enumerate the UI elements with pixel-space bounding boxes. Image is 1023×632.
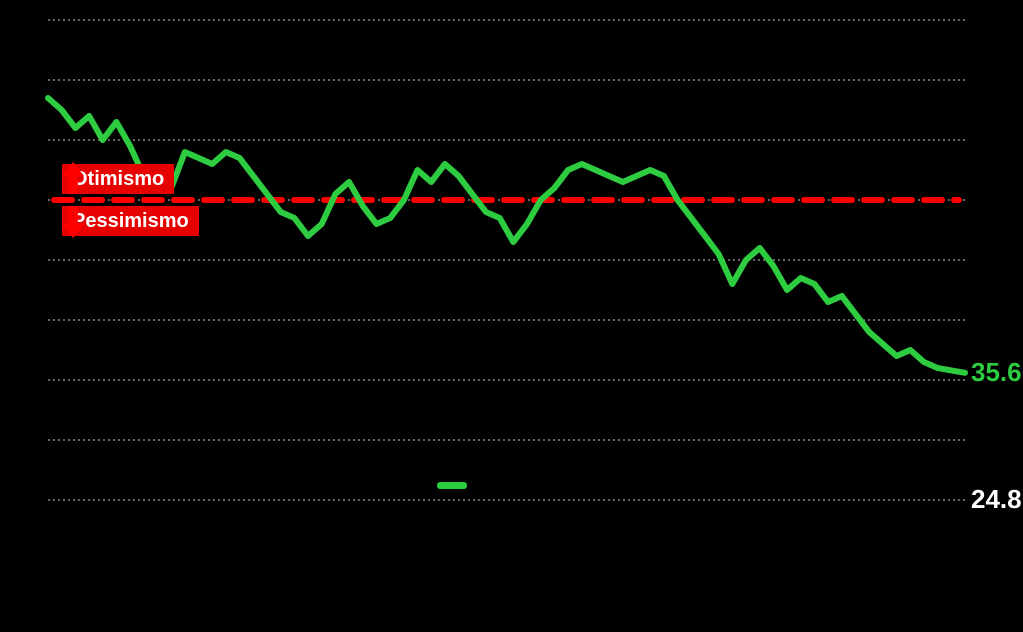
arrow-down-icon: [62, 206, 84, 242]
chart-svg: [0, 0, 1023, 632]
series-end-label: 35.6: [971, 357, 1022, 388]
chart-root: Otimismo Pessimismo 35.6 24.8: [0, 0, 1023, 632]
arrow-up-icon: [62, 162, 84, 198]
tag-optimism: Otimismo: [62, 162, 174, 194]
extra-value-label: 24.8: [971, 484, 1022, 515]
tag-pessimism: Pessimismo: [62, 206, 199, 238]
legend-series-dash: [437, 482, 467, 489]
